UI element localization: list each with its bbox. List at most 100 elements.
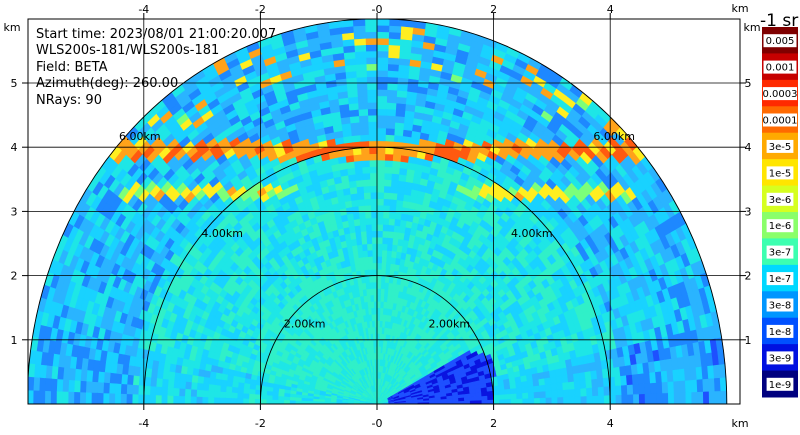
heat-cell [376,204,384,212]
heat-cell [568,396,576,404]
heat-cell [383,166,393,174]
heat-cell [544,376,552,385]
heat-cell [360,237,368,245]
heat-cell [376,134,386,142]
heat-cell [556,389,564,398]
heat-cell [615,384,623,396]
heat-cell [649,382,658,394]
heat-cell [376,281,382,289]
heat-cell [580,395,588,404]
heat-cell [557,396,564,404]
heat-cell [504,393,512,400]
heat-cell [371,249,378,257]
heat-cell [382,223,389,232]
heat-cell [367,262,374,270]
heat-cell [366,89,378,97]
heat-cell [376,19,390,26]
heat-cell [586,395,594,404]
heat-cell [691,391,698,404]
heat-cell [376,211,384,219]
heat-cell [614,375,622,386]
heat-cell [394,205,403,214]
heat-cell [365,230,373,238]
heat-cell [380,281,386,290]
heat-cell [348,102,359,111]
heat-cell [550,382,558,391]
heat-cell [390,185,399,194]
heat-cell [615,394,623,404]
heat-cell [386,95,397,104]
heat-cell [363,191,371,200]
heat-cell [381,230,389,238]
heat-cell [368,146,378,155]
heat-cell [386,249,392,258]
heat-cell [379,300,384,309]
heat-cell [385,121,396,129]
heat-cell [387,50,400,59]
heat-cell [585,378,593,389]
heat-cell [574,395,582,404]
heat-cell [568,388,576,397]
heat-cell [567,380,576,390]
heat-cell [364,217,372,226]
heat-cell [386,102,397,110]
heat-cell [522,392,529,399]
heat-cell [352,212,360,220]
heat-cell [384,159,393,168]
heat-cell [371,236,378,244]
heat-cell [539,397,547,404]
heat-cell [381,256,387,264]
heat-cell [655,381,663,394]
heat-cell [387,44,401,53]
heat-cell [356,89,368,97]
heat-cell [368,153,378,161]
heat-cell [661,381,669,394]
heat-cell [533,384,541,393]
heat-cell [384,153,394,161]
heat-cell [538,384,547,392]
heat-cell [353,160,363,169]
heat-cell [690,379,698,393]
heat-cell [528,397,535,404]
heat-cell [356,82,368,91]
heat-cell [353,37,366,46]
heat-cell [365,56,378,65]
heat-cell [719,376,727,392]
heat-cell [352,25,366,33]
heat-cell [358,211,366,220]
heat-cell [516,398,524,404]
heat-cell [376,275,382,283]
heat-cell [372,275,378,283]
heat-cell [384,134,395,142]
heat-cell [643,372,651,384]
heat-cell [392,231,400,240]
heat-cell [354,57,367,65]
heat-cell [376,101,387,110]
heat-cell [487,399,494,404]
heat-cell [366,249,373,258]
heat-cell [685,391,693,404]
heat-cell [563,396,570,404]
heat-cell [720,390,728,404]
heat-cell [376,153,386,161]
heat-cell [372,288,378,296]
heat-cell [361,243,368,252]
heat-cell [370,211,378,219]
heat-cell [355,179,364,188]
heat-cell [714,390,722,404]
heat-cell [358,121,369,129]
heat-cell [475,399,483,404]
heat-cell [383,185,392,194]
heat-cell [367,127,378,135]
heat-cell [510,398,518,404]
heat-cell [620,374,628,386]
heat-cell [357,198,365,207]
heat-cell [390,250,397,259]
heat-cell [359,134,370,142]
heat-cell [350,199,359,208]
heat-cell [370,204,378,212]
heat-cell [353,31,366,40]
heat-cell [376,140,386,148]
heat-cell [381,249,388,258]
heat-cell [545,396,553,404]
